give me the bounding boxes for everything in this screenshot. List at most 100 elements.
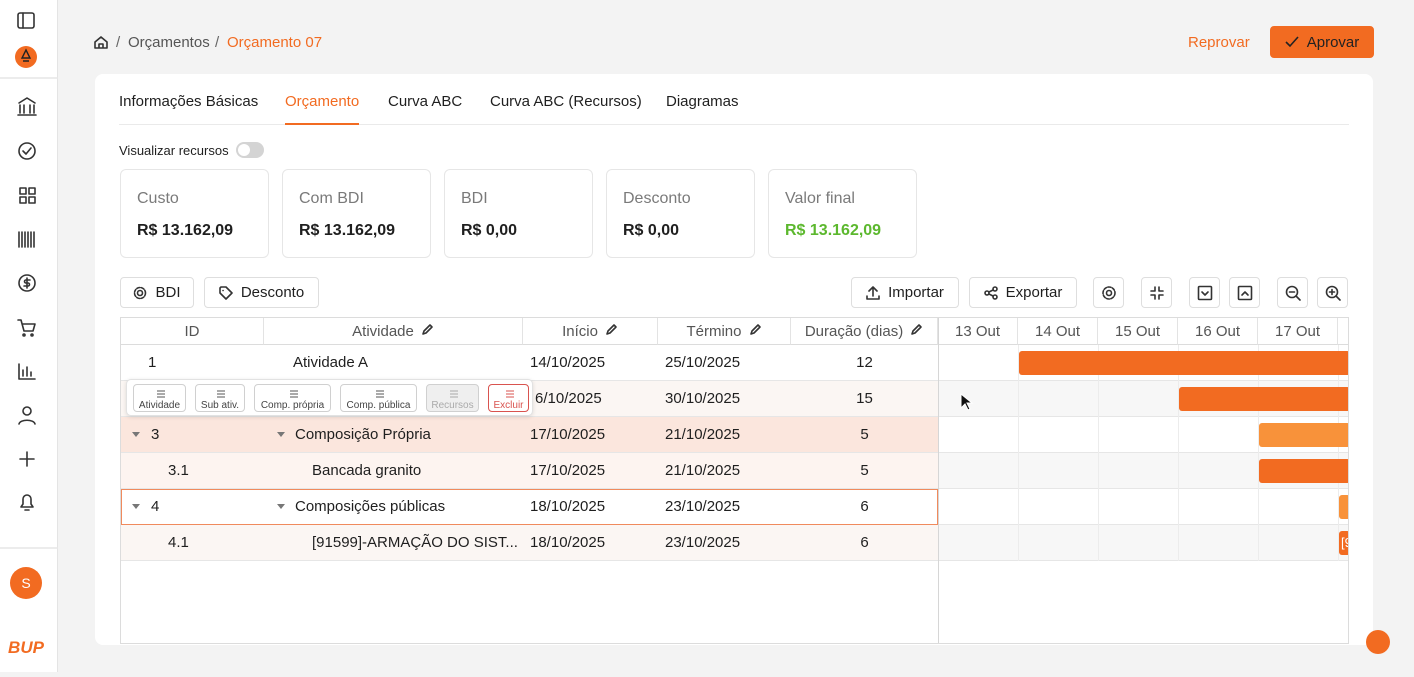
row (121, 489, 938, 525)
expand-all-button[interactable] (1189, 277, 1220, 308)
expand-caret[interactable] (277, 504, 285, 509)
column-header: Início (523, 318, 658, 345)
cell-end: 25/10/2025 (665, 354, 741, 371)
gantt-gridline (1098, 453, 1099, 489)
summary-value: R$ 13.162,09 (299, 222, 396, 239)
gantt-gridline (1018, 417, 1019, 453)
gear-icon (134, 286, 147, 299)
gantt-day: 14 Out (1018, 318, 1098, 345)
home-icon[interactable] (93, 34, 109, 50)
sidebar: S BUP (0, 0, 59, 672)
tab[interactable]: Curva ABC (Recursos) (490, 93, 642, 110)
settings-button[interactable] (1093, 277, 1124, 308)
gantt-gridline (1018, 381, 1019, 417)
export-label: Exportar (1005, 284, 1063, 301)
column-title: Término (686, 323, 742, 340)
cell-activity: Composições públicas (295, 498, 446, 515)
gantt-gridline (1178, 453, 1179, 489)
gantt-row (939, 489, 1348, 525)
gantt-bar (1179, 387, 1348, 411)
collapse-all-button[interactable] (1229, 277, 1260, 308)
avatar[interactable]: S (21, 575, 30, 591)
gantt-gridline (1258, 489, 1259, 525)
gantt-gridline (1338, 525, 1339, 561)
tab[interactable]: Curva ABC (388, 93, 463, 110)
cell-id: 3 (151, 426, 160, 443)
row-selected (121, 489, 938, 525)
import-button[interactable]: Importar (851, 277, 959, 308)
summary-value: R$ 0,00 (623, 222, 680, 239)
column-header: ID (121, 318, 264, 345)
zoom-out-button[interactable] (1277, 277, 1308, 308)
bdi-button[interactable]: BDI (120, 277, 194, 308)
gantt-gridline (1258, 453, 1259, 489)
cell-end: 23/10/2025 (665, 498, 741, 515)
gantt-gridline (1018, 345, 1019, 381)
toggle[interactable] (236, 142, 264, 158)
cell-start: 6/10/2025 (535, 390, 602, 407)
help-button[interactable] (1366, 630, 1390, 654)
fullscreen-button[interactable] (1141, 277, 1172, 308)
cell-end: 30/10/2025 (665, 390, 741, 407)
expand-caret[interactable] (277, 432, 285, 437)
expand-caret[interactable] (132, 432, 140, 437)
row-action[interactable]: Atividade (133, 384, 186, 412)
cell-start: 17/10/2025 (530, 462, 606, 479)
edit-icon[interactable] (749, 323, 762, 336)
gantt-gridline (1258, 525, 1259, 561)
summary-label: Valor final (785, 190, 855, 207)
discount-label: Desconto (240, 284, 305, 301)
tab-divider (119, 124, 1349, 125)
summary-card: Custo R$ 13.162,09 (120, 169, 269, 258)
column-title: Atividade (352, 323, 414, 340)
summary-label: BDI (461, 190, 488, 207)
gantt-bar (1259, 459, 1348, 483)
row (121, 345, 938, 381)
row-action-icon (449, 390, 458, 398)
brand: BUP (8, 638, 45, 657)
export-button[interactable]: Exportar (969, 277, 1077, 308)
edit-icon[interactable] (605, 323, 618, 336)
breadcrumb-current: Orçamento 07 (227, 34, 323, 51)
row-action-icon (217, 390, 225, 398)
gantt-gridline (1098, 417, 1099, 453)
edit-icon[interactable] (421, 323, 434, 336)
gantt-day: 16 Out (1178, 318, 1258, 345)
gantt-bar (1259, 423, 1348, 447)
gantt-gridline (1098, 525, 1099, 561)
row-actions: Atividade Sub ativ. Comp. própria Comp. púb… (126, 379, 533, 416)
gantt-day: 17 Out (1258, 318, 1338, 345)
cell-activity: Atividade A (293, 354, 369, 371)
row-action-icon (375, 390, 384, 398)
row-action[interactable]: Excluir (488, 384, 529, 412)
tab[interactable]: Diagramas (666, 93, 739, 110)
gantt-gridline (1258, 417, 1259, 453)
approve-button[interactable]: Aprovar (1270, 26, 1374, 58)
tab[interactable]: Orçamento (285, 93, 360, 110)
summary-value: R$ 0,00 (461, 222, 518, 239)
row-action[interactable]: Comp. própria (254, 384, 331, 412)
reject-button[interactable]: Reprovar (1188, 34, 1250, 51)
summary-value: R$ 13.162,09 (785, 222, 882, 239)
discount-button[interactable]: Desconto (204, 277, 319, 308)
column-title: ID (184, 323, 200, 340)
cell-id: 4 (151, 498, 160, 515)
row-action[interactable]: Comp. pública (340, 384, 417, 412)
tab[interactable]: Informações Básicas (119, 93, 259, 110)
cell-id: 3.1 (168, 462, 189, 479)
cell-activity: Composição Própria (295, 426, 431, 443)
breadcrumb-link[interactable]: Orçamentos (128, 34, 210, 51)
column-header: Atividade (264, 318, 523, 345)
gantt-gridline (1178, 417, 1179, 453)
gantt-day: 13 Out (938, 318, 1018, 345)
row-action[interactable]: Sub ativ. (195, 384, 245, 412)
cell-duration: 6 (860, 498, 869, 515)
zoom-in-button[interactable] (1317, 277, 1348, 308)
edit-icon[interactable] (910, 323, 923, 336)
cell-start: 18/10/2025 (530, 498, 606, 515)
gantt-bar (1019, 351, 1348, 375)
gantt-gridline (1178, 525, 1179, 561)
row (121, 525, 938, 561)
expand-caret[interactable] (132, 504, 140, 509)
